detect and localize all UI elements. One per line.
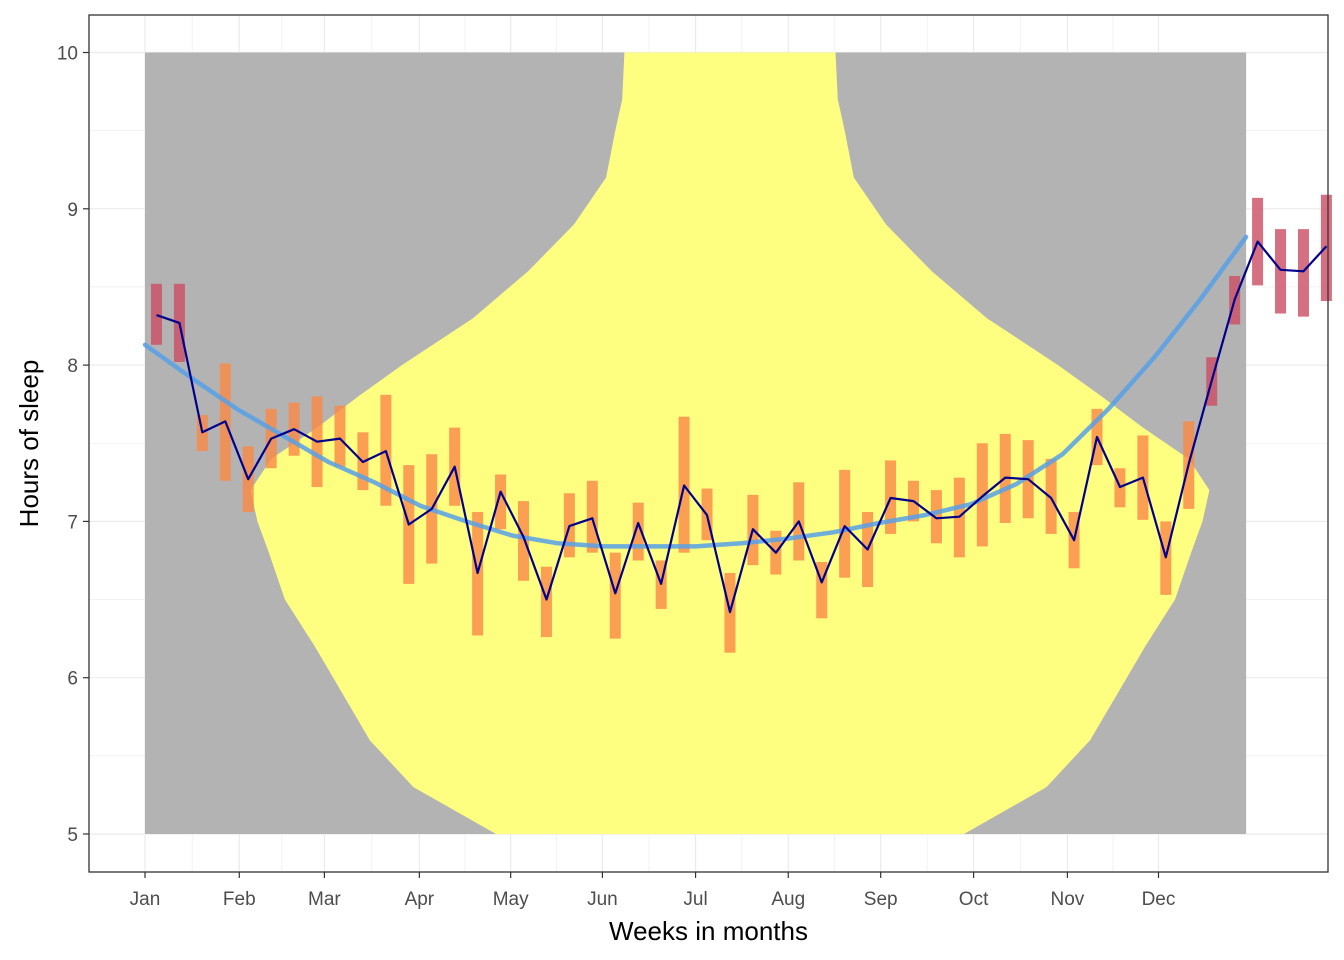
x-tick-label: Aug (771, 889, 805, 910)
y-axis-title: Hours of sleep (14, 360, 44, 528)
range-bar (976, 443, 988, 547)
range-bar (586, 480, 598, 553)
x-tick-label: Oct (959, 889, 989, 910)
x-tick-label: Jun (587, 889, 618, 910)
range-bar (540, 566, 552, 638)
x-tick-label: Nov (1051, 889, 1085, 910)
smooth-trend (142, 234, 1249, 549)
y-tick-label: 7 (67, 512, 78, 533)
x-axis-title: Weeks in months (609, 916, 808, 946)
weekly-mean-line (156, 240, 1328, 614)
x-tick-label: Mar (308, 889, 341, 910)
y-tick-label: 6 (67, 669, 78, 690)
axis-titles: Weeks in months Hours of sleep (14, 360, 808, 946)
x-tick-label: Jul (683, 889, 707, 910)
x-tick-label: Feb (223, 889, 256, 910)
trend-line (142, 234, 1249, 549)
range-bar (632, 502, 644, 561)
range-bar (150, 283, 162, 345)
y-tick-label: 5 (67, 825, 78, 846)
x-tick-label: Apr (405, 889, 435, 910)
axes: 5 6 7 8 9 10 Jan Feb Mar Apr May Jun Jul Aug Sep Oct Nov… (57, 14, 1329, 910)
range-bar (1275, 229, 1287, 314)
y-tick-label: 10 (57, 44, 78, 65)
range-bar (334, 405, 346, 467)
y-tick-label: 8 (67, 356, 78, 377)
violin-body (250, 52, 1210, 834)
range-bar (816, 562, 828, 619)
range-bar (930, 490, 942, 544)
range-bar (609, 552, 621, 639)
x-tick-label: May (493, 889, 529, 910)
x-tick-label: Jan (130, 889, 161, 910)
range-bar (1297, 229, 1309, 317)
range-bar (839, 469, 851, 578)
range-bar (518, 501, 530, 581)
y-tick-label: 9 (67, 200, 78, 221)
range-bar (495, 474, 507, 530)
x-tick-label: Sep (864, 889, 898, 910)
violin-shape (250, 52, 1210, 834)
range-bar (1045, 458, 1057, 534)
mean-line (156, 240, 1328, 614)
panel-border (88, 14, 1329, 873)
x-tick-label: Dec (1142, 889, 1176, 910)
